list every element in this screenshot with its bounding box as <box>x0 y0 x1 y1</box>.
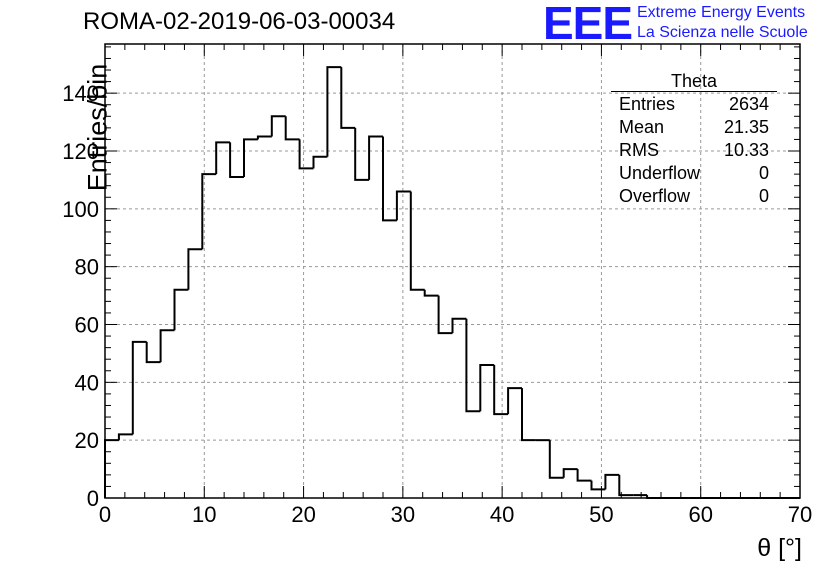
histogram-bin <box>451 317 467 334</box>
x-tick-label: 0 <box>99 502 111 527</box>
histogram-bin <box>618 474 634 497</box>
histogram-bin <box>326 66 342 157</box>
histogram-bin <box>521 388 536 442</box>
y-tick-label: 0 <box>87 486 99 511</box>
stats-box: Theta Entries 2634 Mean 21.35 RMS 10.33 Und… <box>611 72 777 208</box>
x-axis-label: θ [°] <box>757 534 802 562</box>
histogram-bin <box>368 135 383 180</box>
histogram-bin <box>395 190 411 221</box>
stats-value: 2634 <box>728 94 769 114</box>
histogram-bin <box>423 289 439 297</box>
stats-row: Entries 2634 <box>611 93 777 116</box>
histogram-bin <box>548 440 564 479</box>
histogram-bin <box>145 341 161 364</box>
histogram-bin <box>284 116 300 141</box>
histogram-bin <box>173 288 189 331</box>
stats-row: RMS 10.33 <box>611 139 777 162</box>
tick-labels: 0 10 20 30 40 50 60 70 0 20 40 60 80 100 120 140 <box>62 81 812 527</box>
y-axis-label: Entries/bin <box>82 63 113 192</box>
histogram-bin <box>256 135 272 140</box>
histogram-bin <box>479 363 495 412</box>
x-tick-label: 10 <box>192 502 216 527</box>
x-tick-label: 60 <box>688 502 712 527</box>
axis-ticks <box>104 44 801 499</box>
histogram-bin <box>340 67 356 129</box>
stats-label: Underflow <box>619 163 701 183</box>
x-tick-label: 50 <box>589 502 613 527</box>
x-tick-label: 70 <box>788 502 812 527</box>
histogram-bin <box>604 473 620 490</box>
stats-label: Overflow <box>619 186 691 206</box>
histogram-bin <box>270 115 286 137</box>
histogram-bin <box>493 364 509 416</box>
stats-value: 0 <box>758 186 769 206</box>
histogram-bin <box>243 138 258 178</box>
x-tick-label: 20 <box>291 502 315 527</box>
x-tick-label: 30 <box>391 502 415 527</box>
chart-title: ROMA-02-2019-06-03-00034 <box>83 8 396 35</box>
histogram-bin <box>117 433 133 441</box>
eee-logo: EEE <box>543 0 633 49</box>
histogram-bin <box>187 248 203 290</box>
stats-label: Entries <box>619 94 676 114</box>
y-tick-label: 60 <box>75 312 99 337</box>
stats-title: Theta <box>611 72 777 92</box>
histogram-bin <box>215 141 231 175</box>
y-tick-label: 100 <box>62 197 99 222</box>
histogram-bin <box>312 155 328 169</box>
plot-frame <box>104 43 801 499</box>
y-tick-label: 80 <box>75 255 99 280</box>
grid-lines <box>105 44 800 498</box>
histogram-bin <box>507 387 522 415</box>
histogram-bin <box>104 439 119 498</box>
stats-label: Mean <box>619 117 665 137</box>
y-tick-label: 120 <box>62 139 99 164</box>
histogram-bin <box>409 191 425 291</box>
stats-label: RMS <box>619 140 659 160</box>
histogram-bin <box>229 142 244 179</box>
stats-row: Underflow 0 <box>611 162 777 185</box>
brand-line-2: La Scienza nelle Scuole <box>637 24 808 41</box>
y-tick-label: 40 <box>75 370 99 395</box>
stats-value: 0 <box>758 163 769 183</box>
histogram-bin <box>562 468 578 478</box>
histogram-bin <box>131 340 147 435</box>
stats-value: 10.33 <box>723 140 769 160</box>
brand-line-1: Extreme Energy Events <box>637 4 806 21</box>
histogram-bin <box>576 469 592 482</box>
histogram-bin <box>298 139 314 170</box>
stats-row: Overflow 0 <box>611 185 777 208</box>
histogram-bin <box>159 329 175 363</box>
stats-value: 21.35 <box>723 117 769 137</box>
histogram-bin <box>354 127 370 181</box>
y-tick-label: 140 <box>62 81 99 106</box>
histogram-bin <box>590 480 606 491</box>
y-tick-label: 20 <box>75 428 99 453</box>
histogram-bin <box>437 295 453 335</box>
stats-row: Mean 21.35 <box>611 116 777 139</box>
histogram-bin <box>201 173 217 250</box>
x-tick-label: 40 <box>490 502 514 527</box>
brand-text: Extreme Energy Events La Scienza nelle S… <box>637 3 808 43</box>
histogram-bin <box>382 136 397 222</box>
histogram-bin <box>465 318 481 413</box>
